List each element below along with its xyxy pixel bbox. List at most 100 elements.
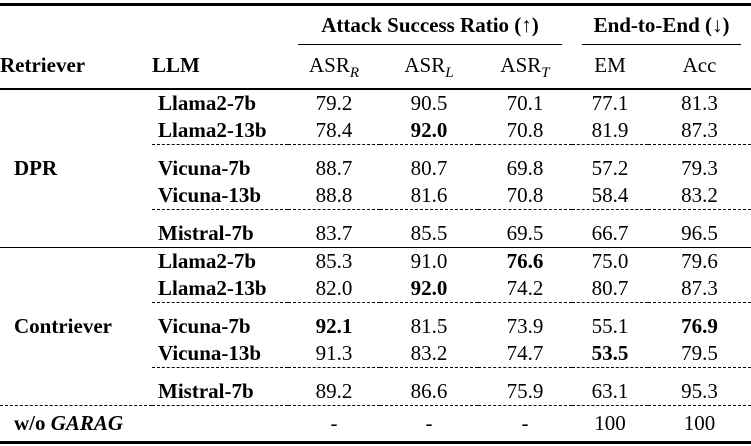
metric-cell-asr-t: - [478,405,573,443]
section-contriever: Contriever Llama2-7b 85.3 91.0 76.6 75.0… [0,247,751,406]
metric-cell-acc: 79.6 [648,247,751,275]
metric-cell-acc: 81.3 [681,91,718,115]
table-row: Vicuna-7b 92.1 81.5 73.9 55.1 76.9 [0,302,751,340]
asr-l-sub: L [445,65,454,82]
table-row: DPR Llama2-7b 79.2 90.5 70.1 77.1 81.3 [0,89,751,180]
table-row: Vicuna-13b 91.3 83.2 74.7 53.5 79.5 [0,340,751,368]
metric-cell-asr-r: 83.7 [288,209,380,248]
metric-cell-em: 100 [572,405,649,443]
metric-cell-em: 80.7 [591,276,629,300]
metric-cell-asr-l: 81.6 [410,183,448,207]
baseline-prefix: w/o [14,411,46,435]
llm-cell: Vicuna-13b [158,341,262,365]
metric-cell-acc: 96.5 [648,209,751,248]
group-header-end-to-end: End-to-End (↓) [572,5,751,45]
metric-cell-asr-t: 69.8 [478,144,573,182]
llm-cell: Llama2-7b [152,247,288,275]
group-header-row: Attack Success Ratio (↑) End-to-End (↓) [0,5,751,46]
metric-cell-acc: 79.5 [681,341,718,365]
section-baseline: w/o GARAG - - - 100 100 [0,405,751,443]
metric-cell-asr-l: 91.0 [380,247,478,275]
col-header-retriever: Retriever [0,45,152,90]
metric-cell-acc: 87.3 [681,118,718,142]
metric-cell-asr-l: - [380,405,478,443]
metric-cell-asr-l: 86.6 [380,367,478,406]
metric-cell-asr-l: 85.5 [380,209,478,248]
metric-cell-acc: 76.9 [648,302,751,340]
metric-cell-asr-r: 78.4 [315,118,353,142]
metric-cell-asr-t: 70.8 [506,118,544,142]
baseline-row: w/o GARAG - - - 100 100 [0,405,751,443]
asr-r-sub: R [349,65,360,82]
metric-cell-asr-t: 73.9 [478,302,573,340]
metric-cell-em: 58.4 [591,183,629,207]
group-header-spacer [0,5,288,46]
metric-cell-acc: 79.3 [648,144,751,182]
group-header-asr-label: Attack Success Ratio (↑) [298,6,563,45]
retriever-label-contriever: Contriever [0,247,152,406]
group-header-attack-success-ratio: Attack Success Ratio (↑) [288,5,572,45]
metric-cell-em: 75.0 [572,247,649,275]
llm-cell: Vicuna-7b [152,302,288,340]
metric-cell-asr-r: 82.0 [315,276,353,300]
asr-t-base: ASR [500,53,542,77]
asr-l-base: ASR [404,53,446,77]
llm-cell: Mistral-7b [152,209,288,248]
metric-cell-asr-r: 89.2 [288,367,380,406]
asr-r-base: ASR [308,53,350,77]
baseline-method-name: GARAG [50,411,124,435]
metric-cell-em: 77.1 [591,91,629,115]
metric-cell-asr-t: 74.7 [506,341,544,365]
metric-cell-asr-r: - [288,405,380,443]
metric-cell-asr-t: 70.1 [506,91,544,115]
asr-t-sub: T [541,65,550,82]
group-header-e2e-label: End-to-End (↓) [582,6,742,45]
metric-cell-em: 53.5 [591,341,629,365]
table-row: Mistral-7b 83.7 85.5 69.5 66.7 96.5 [0,209,751,248]
metric-cell-asr-t: 76.6 [478,247,573,275]
metric-cell-asr-r: 88.7 [288,144,380,182]
table-row: Vicuna-7b 88.7 80.7 69.8 57.2 79.3 [0,144,751,182]
column-header-row: Retriever LLM ASRR ASRL ASRT EM Acc [0,45,751,90]
llm-cell: Vicuna-7b [152,144,288,182]
results-table: Attack Success Ratio (↑) End-to-End (↓) … [0,3,751,444]
metric-cell-asr-t: 74.2 [506,276,544,300]
metric-cell-asr-t: 70.8 [506,183,544,207]
metric-cell-asr-r: 91.3 [315,341,353,365]
col-header-acc: Acc [648,45,751,90]
col-header-asr-l: ASRL [380,45,478,90]
metric-cell-asr-l: 90.5 [410,91,448,115]
metric-cell-acc: 87.3 [681,276,718,300]
col-header-asr-r: ASRR [288,45,380,90]
llm-cell: Llama2-13b [158,276,267,300]
table-row: Mistral-7b 89.2 86.6 75.9 63.1 95.3 [0,367,751,406]
metric-cell-asr-r: 92.1 [288,302,380,340]
metric-cell-asr-t: 75.9 [478,367,573,406]
table-row: Contriever Llama2-7b 85.3 91.0 76.6 75.0… [0,247,751,406]
metric-cell-acc: 83.2 [681,183,718,207]
col-header-asr-t: ASRT [478,45,573,90]
col-header-llm: LLM [152,45,288,90]
metric-cell-em: 81.9 [591,118,629,142]
llm-cell: Mistral-7b [152,367,288,406]
metric-cell-acc: 95.3 [648,367,751,406]
metric-cell-asr-l: 80.7 [380,144,478,182]
metric-cell-asr-l: 83.2 [410,341,448,365]
metric-cell-acc: 100 [648,405,751,443]
metric-cell-asr-l: 92.0 [410,276,448,300]
metric-cell-em: 57.2 [572,144,649,182]
metric-cell-asr-l: 81.5 [380,302,478,340]
table-row: Vicuna-13b 88.8 81.6 70.8 58.4 83.2 [0,182,751,210]
metric-cell-asr-r: 85.3 [288,247,380,275]
table-row: Llama2-13b 82.0 92.0 74.2 80.7 87.3 [0,275,751,303]
llm-cell: Llama2-13b [158,118,267,142]
table-row: Llama2-13b 78.4 92.0 70.8 81.9 87.3 [0,117,751,145]
metric-cell-em: 63.1 [572,367,649,406]
metric-cell-asr-r: 88.8 [315,183,353,207]
llm-cell: Vicuna-13b [158,183,262,207]
col-header-em: EM [572,45,649,90]
metric-cell-em: 55.1 [572,302,649,340]
section-dpr: DPR Llama2-7b 79.2 90.5 70.1 77.1 81.3 L… [0,89,751,248]
metric-cell-asr-l: 92.0 [410,118,448,142]
